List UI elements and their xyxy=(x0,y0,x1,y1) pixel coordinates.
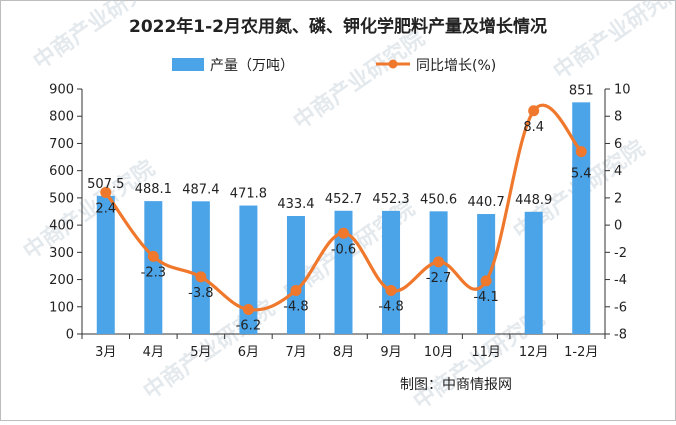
bar-value-label: 452.7 xyxy=(325,192,362,207)
bar xyxy=(382,210,401,334)
y-left-tick-label: 200 xyxy=(49,273,74,288)
bar-value-label: 507.5 xyxy=(87,177,124,192)
bar-series xyxy=(96,102,591,334)
legend-bar-swatch xyxy=(172,58,204,71)
line-series xyxy=(100,103,587,315)
y-right-tick-label: 10 xyxy=(614,83,631,98)
y-right-tick-label: 0 xyxy=(614,219,622,234)
y-left-tick-label: 800 xyxy=(49,110,74,125)
bar xyxy=(96,195,115,334)
line-point xyxy=(338,227,349,239)
data-labels: 507.5 488.1 487.4 471.8 433.4 452.7 452.3 450.6… xyxy=(87,83,593,333)
line-point xyxy=(480,275,492,287)
line-value-label: 2.4 xyxy=(95,201,116,216)
bar xyxy=(524,211,543,334)
line-point xyxy=(195,271,207,283)
y-right-tick-label: 6 xyxy=(614,137,622,152)
y-left-tick-label: 0 xyxy=(66,328,74,343)
axes: 0 100 200 300 400 500 600 700 800 900 -8 -6 -4 -2 0 2 4 6… xyxy=(49,83,630,361)
bar-value-label: 488.1 xyxy=(135,182,172,197)
y-right-tick-label: 4 xyxy=(614,164,622,179)
y-right-tick-label: -6 xyxy=(614,300,627,315)
y-left-tick-label: 700 xyxy=(49,137,74,152)
bar-value-label: 433.4 xyxy=(277,197,314,212)
x-tick-label: 11月 xyxy=(471,345,501,360)
x-tick-label: 10月 xyxy=(424,345,454,360)
legend-line-label: 同比增长(%) xyxy=(416,58,496,74)
source-note: 制图：中商情报网 xyxy=(400,377,512,393)
bar xyxy=(334,210,353,334)
line-point xyxy=(575,146,587,158)
y-right-tick-label: -8 xyxy=(614,328,627,343)
chart-title: 2022年1-2月农用氮、磷、钾化学肥料产量及增长情况 xyxy=(129,16,547,37)
y-left-tick-label: 500 xyxy=(49,191,74,206)
bar-value-label: 440.7 xyxy=(468,195,505,210)
line-value-label: -2.3 xyxy=(141,265,166,280)
y-left-tick-label: 900 xyxy=(49,83,74,98)
line-value-label: -4.1 xyxy=(473,290,498,305)
bar-value-label: 851 xyxy=(569,83,594,98)
bar xyxy=(477,214,496,334)
line-point xyxy=(100,186,112,198)
line-value-label: -0.6 xyxy=(331,242,356,257)
bar xyxy=(191,201,210,334)
legend: 产量（万吨） 同比增长(%) xyxy=(172,58,496,74)
y-right-tick-label: 2 xyxy=(614,191,622,206)
line-value-label: -2.7 xyxy=(426,271,451,286)
line-point xyxy=(242,304,254,315)
x-tick-label: 9月 xyxy=(380,345,401,360)
line-point xyxy=(147,250,159,262)
y-right-tick-label: -4 xyxy=(614,273,627,288)
bar-value-label: 450.6 xyxy=(420,192,457,207)
line-value-label: -4.8 xyxy=(378,299,403,314)
bar-value-label: 448.9 xyxy=(515,193,552,208)
y-left-tick-label: 300 xyxy=(49,246,74,261)
x-tick-label: 5月 xyxy=(190,345,211,360)
bar xyxy=(429,211,448,334)
bar xyxy=(572,102,591,334)
x-tick-label: 3月 xyxy=(95,345,116,360)
x-tick-label: 12月 xyxy=(519,345,549,360)
x-tick-label: 4月 xyxy=(143,345,164,360)
line-value-label: 8.4 xyxy=(523,120,544,135)
y-left-tick-label: 400 xyxy=(49,219,74,234)
bar-value-label: 471.8 xyxy=(230,187,267,202)
bar xyxy=(144,201,163,334)
legend-bar-label: 产量（万吨） xyxy=(210,58,294,74)
x-tick-label: 1-2月 xyxy=(564,345,598,360)
bar xyxy=(286,216,305,334)
line-point xyxy=(528,105,540,117)
bar-value-label: 452.3 xyxy=(372,192,409,207)
line-value-label: -6.2 xyxy=(236,319,261,334)
line-point xyxy=(290,284,302,296)
bar xyxy=(239,205,258,334)
line-value-label: -4.8 xyxy=(283,299,308,314)
line-value-label: -3.8 xyxy=(188,286,213,301)
line-value-label: 5.4 xyxy=(571,167,592,182)
x-tick-label: 7月 xyxy=(285,345,306,360)
x-tick-label: 8月 xyxy=(333,345,354,360)
y-right-tick-label: -2 xyxy=(614,246,627,261)
line-point xyxy=(385,284,397,296)
y-left-tick-label: 600 xyxy=(49,164,74,179)
x-tick-label: 6月 xyxy=(238,345,259,360)
line-point xyxy=(433,256,445,268)
y-left-tick-label: 100 xyxy=(49,300,74,315)
legend-line-marker xyxy=(388,59,398,69)
bar-value-label: 487.4 xyxy=(182,182,219,197)
y-right-tick-label: 8 xyxy=(614,110,622,125)
